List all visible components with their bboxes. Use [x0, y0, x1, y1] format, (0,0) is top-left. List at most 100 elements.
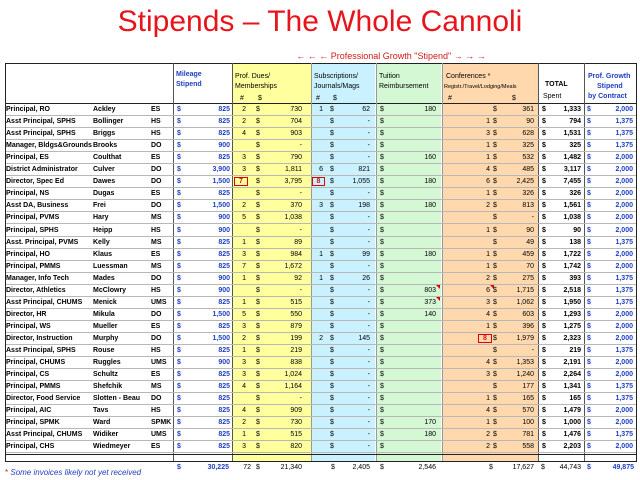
- total-cell: 90: [573, 226, 581, 234]
- table-row: Principal, PMMS Shefchik MS $825 4 $1,164 $ - $ $…: [6, 381, 636, 394]
- position-cell: Principal, AIC: [6, 407, 52, 415]
- conf-dollar: $: [493, 154, 497, 162]
- conf-dollar: $: [493, 395, 497, 403]
- level-cell: DO: [151, 202, 162, 210]
- subs-dollar: $: [330, 274, 334, 282]
- subs-count-cell: [314, 442, 323, 451]
- total-conf-dollar: $: [489, 464, 493, 471]
- mileage-header: Mileage: [176, 71, 202, 78]
- prof-dollar: $: [587, 214, 591, 222]
- subscriptions-header: Subscriptions/: [314, 73, 358, 80]
- conf-amount-cell: 558: [522, 443, 534, 451]
- subs-dollar: $: [330, 371, 334, 379]
- tuition-amount-cell: [386, 370, 436, 379]
- mileage-cell: 900: [218, 142, 230, 150]
- dues-dollar: $: [256, 142, 260, 150]
- dues-dollar: $: [256, 274, 260, 282]
- dues-count-cell: 4: [242, 407, 246, 415]
- total-cell: 1,561: [563, 202, 581, 210]
- table-row: Asst Principal, SPHS Rouse HS $825 1 $219 $ - $ $…: [6, 345, 636, 358]
- subs-amount-cell: -: [367, 238, 370, 246]
- name-cell: McClowry: [93, 286, 127, 294]
- mileage-dollar: $: [177, 431, 181, 439]
- total-prof-growth: 49,875: [612, 464, 634, 471]
- tuition-dollar: $: [380, 274, 384, 282]
- prof-growth-cell: 1,375: [615, 395, 633, 403]
- conf-count-cell: 3: [486, 130, 490, 138]
- mileage-cell: 825: [218, 238, 230, 246]
- conf-dollar: $: [493, 274, 497, 282]
- dues-dollar: $: [256, 154, 260, 162]
- table-row: Director, Spec Ed Dawes DO $1,500 7 $3,795 8 $1…: [6, 176, 636, 189]
- mileage-cell: 825: [218, 118, 230, 126]
- mileage-cell: 825: [218, 298, 230, 306]
- mileage-dollar: $: [177, 419, 181, 427]
- tuition-dollar: $: [380, 178, 384, 186]
- prof-dollar: $: [587, 286, 591, 294]
- mileage-dollar: $: [177, 154, 181, 162]
- subs-amount-cell: -: [367, 130, 370, 138]
- total-cell: 1,476: [563, 431, 581, 439]
- name-cell: Frei: [93, 202, 106, 210]
- dues-count-cell: 3: [242, 154, 246, 162]
- tuition-dollar: $: [380, 226, 384, 234]
- table-row: Director, Instruction Murphy DO $1,500 2 $199…: [6, 333, 636, 345]
- table-row: Principal, AIC Tavs HS $825 4 $909 $ - $4 $570 $1,…: [6, 405, 636, 418]
- name-cell: Hary: [93, 214, 109, 222]
- table-row: Director, HR Mikula DO $1,500 5 $550 $ - $140 4 $6…: [6, 309, 636, 321]
- tuition-amount-cell: [386, 322, 436, 331]
- conf-amount-cell: 628: [522, 130, 534, 138]
- mileage-cell: 900: [218, 214, 230, 222]
- total-dues: 21,340: [280, 464, 302, 471]
- table-row: Principal, PMMS Luessman MS $825 7 $1,672 $ - $1…: [6, 261, 636, 273]
- subs-amount-cell: -: [367, 443, 370, 451]
- tuition-amount-cell: [386, 165, 436, 174]
- tuition-dollar: $: [380, 407, 384, 415]
- dues-dollar: $: [256, 106, 260, 113]
- tuition-dollar: $: [380, 347, 384, 354]
- subs-count-cell: [314, 238, 323, 247]
- tuition-dollar: $: [380, 322, 384, 330]
- mileage-dollar: $: [177, 166, 181, 174]
- dues-count-cell: 2: [242, 106, 246, 113]
- total-cell: 165: [569, 395, 581, 403]
- conf-amount-cell: 177: [522, 383, 534, 391]
- tuition-dollar: $: [380, 238, 384, 246]
- level-cell: ES: [151, 154, 161, 162]
- subs-dollar: $: [330, 395, 334, 403]
- prof-dollar: $: [587, 298, 591, 306]
- conf-count-cell: [480, 346, 490, 355]
- total-dollar: $: [542, 214, 546, 222]
- prof-growth-cell: 1,375: [615, 298, 633, 306]
- position-cell: Principal, NS: [6, 190, 50, 198]
- subs-dollar: $: [330, 106, 334, 113]
- total-cell: 1,000: [563, 419, 581, 427]
- conf-count-cell: 1: [486, 322, 490, 330]
- tuition-amount-cell: [386, 442, 436, 451]
- prof-growth-cell: 1,375: [615, 118, 633, 126]
- mileage-dollar: $: [177, 359, 181, 367]
- dues-count-cell: 2: [242, 202, 246, 210]
- tuition-dollar: $: [380, 106, 384, 113]
- conf-dollar: $: [493, 262, 497, 270]
- total-dollar: $: [542, 262, 546, 270]
- tuition-dollar: $: [380, 334, 384, 342]
- conf-count-cell: 4: [486, 310, 490, 318]
- dues-amount-cell: 909: [290, 407, 302, 415]
- dues-count-cell: 3: [242, 322, 246, 330]
- tuition-amount-cell: 180: [424, 106, 436, 113]
- position-cell: Asst Principal, SPHS: [6, 130, 76, 138]
- tuition-amount-cell: 180: [424, 250, 436, 258]
- conf-dollar: $: [493, 130, 497, 138]
- total-cell: 1,531: [563, 130, 581, 138]
- conf-amount-cell: 1,353: [516, 359, 534, 367]
- mileage-dollar: $: [177, 407, 181, 415]
- conf-dollar: $: [493, 118, 497, 126]
- total-cell: 1,341: [563, 383, 581, 391]
- conf-amount-cell: 70: [526, 262, 534, 270]
- name-cell: Luessman: [93, 262, 128, 270]
- dues-count-cell: 3: [242, 443, 246, 451]
- dues-count-cell: 2: [242, 419, 246, 427]
- conf-amount-cell: 1,240: [516, 371, 534, 379]
- total-subs-dollar: $: [331, 464, 335, 471]
